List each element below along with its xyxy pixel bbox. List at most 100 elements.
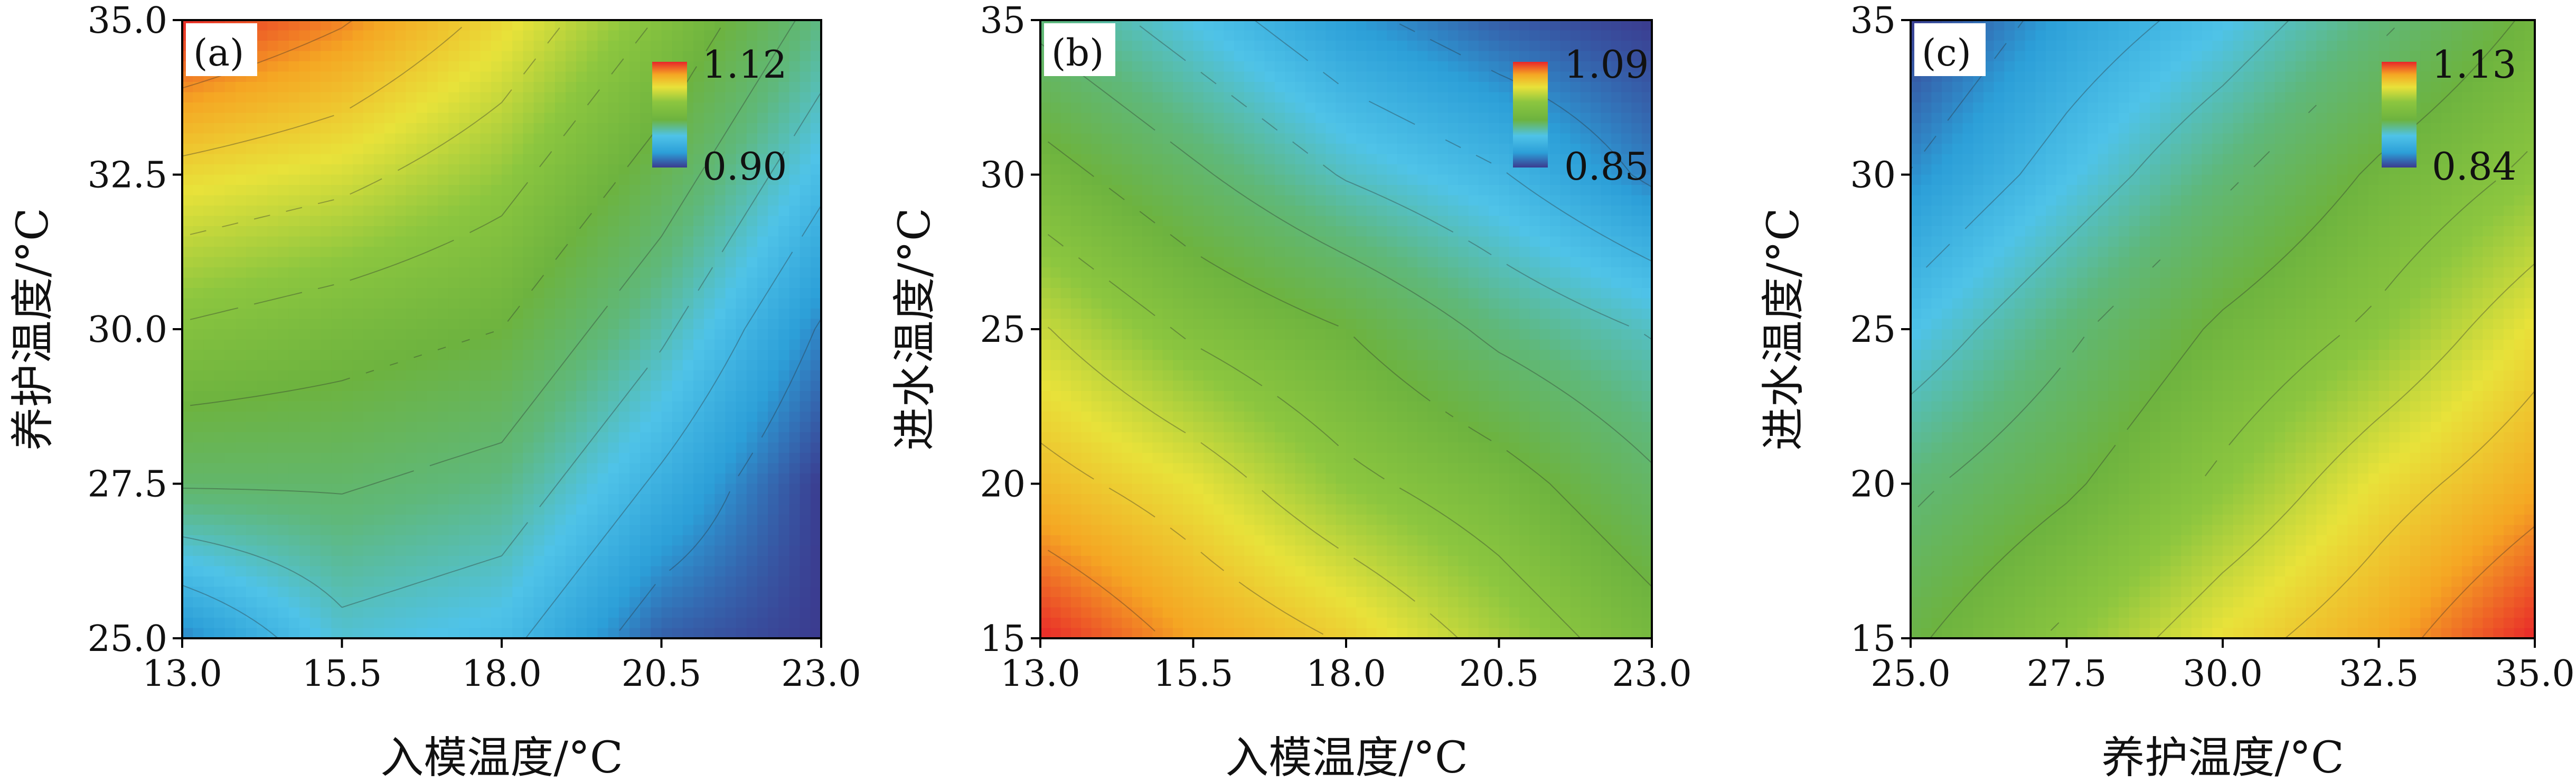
heatmap-cell (374, 20, 385, 31)
heatmap-cell (384, 82, 396, 93)
heatmap-cell (352, 504, 364, 515)
heatmap-cell (1601, 61, 1612, 72)
heatmap-cell (597, 71, 609, 82)
heatmap-cell (1387, 206, 1398, 217)
heatmap-cell (342, 309, 353, 320)
heatmap-cell (331, 113, 343, 124)
heatmap-cell (246, 350, 257, 361)
heatmap-cell (544, 185, 556, 196)
heatmap-cell (203, 350, 215, 361)
heatmap-cell (1040, 164, 1051, 175)
heatmap-cell (608, 288, 619, 299)
heatmap-cell (810, 288, 822, 299)
heatmap-cell (1122, 247, 1133, 258)
heatmap-cell (182, 597, 193, 608)
heatmap-cell (1315, 41, 1327, 52)
heatmap-cell (459, 298, 471, 309)
heatmap-cell (1448, 82, 1459, 93)
heatmap-cell (1193, 133, 1204, 144)
heatmap-cell (342, 20, 353, 31)
heatmap-cell (502, 504, 513, 515)
heatmap-cell (714, 133, 726, 144)
heatmap-cell (321, 380, 332, 392)
heatmap-cell (310, 195, 321, 206)
heatmap-cell (576, 144, 588, 155)
heatmap-cell (725, 628, 737, 639)
heatmap-cell (406, 628, 417, 639)
heatmap-cell (1285, 216, 1296, 227)
heatmap-cell (1214, 30, 1225, 41)
heatmap-cell (224, 422, 236, 433)
heatmap-cell (1621, 195, 1632, 206)
heatmap-cell (1112, 144, 1123, 155)
heatmap-cell (352, 432, 364, 443)
heatmap-cell (800, 442, 811, 453)
heatmap-cell (768, 453, 779, 464)
heatmap-cell (1295, 133, 1306, 144)
heatmap-cell (768, 597, 779, 608)
heatmap-cell (1499, 113, 1510, 124)
heatmap-cell (810, 422, 822, 433)
heatmap-cell (1478, 123, 1489, 134)
heatmap-cell (459, 82, 471, 93)
heatmap-cell (1122, 185, 1133, 196)
heatmap-cell (661, 350, 673, 361)
heatmap-cell (246, 195, 257, 206)
heatmap-cell (1407, 123, 1418, 134)
heatmap-cell (374, 401, 385, 412)
heatmap-cell (363, 545, 374, 556)
heatmap-cell (395, 545, 407, 556)
heatmap-cell (778, 133, 790, 144)
heatmap-cell (1162, 20, 1173, 31)
heatmap-cell (629, 391, 641, 402)
heatmap-cell (459, 185, 471, 196)
heatmap-cell (374, 576, 385, 588)
heatmap-cell (342, 597, 353, 608)
heatmap-cell (1417, 41, 1428, 52)
heatmap-cell (459, 453, 471, 464)
heatmap-cell (1285, 236, 1296, 247)
heatmap-cell (587, 370, 598, 381)
heatmap-cell (1183, 226, 1194, 237)
heatmap-cell (203, 483, 215, 495)
heatmap-cell (640, 494, 652, 505)
heatmap-cell (768, 566, 779, 577)
heatmap-cell (363, 30, 374, 41)
heatmap-cell (374, 319, 385, 330)
heatmap-cell (384, 216, 396, 227)
heatmap-cell (1478, 206, 1489, 217)
heatmap-cell (193, 525, 204, 536)
heatmap-cell (1407, 82, 1418, 93)
heatmap-cell (257, 525, 268, 536)
heatmap-cell (214, 298, 225, 309)
heatmap-cell (288, 360, 300, 371)
heatmap-cell (554, 92, 566, 103)
heatmap-cell (566, 298, 577, 309)
heatmap-cell (331, 30, 343, 41)
heatmap-cell (459, 525, 471, 536)
heatmap-cell (597, 597, 609, 608)
heatmap-cell (257, 257, 268, 268)
heatmap-cell (523, 618, 534, 629)
heatmap-cell (1183, 71, 1194, 82)
heatmap-cell (757, 123, 768, 134)
heatmap-cell (203, 515, 215, 526)
heatmap-cell (1550, 51, 1561, 62)
heatmap-cell (459, 329, 471, 340)
heatmap-cell (725, 463, 737, 474)
heatmap-cell (1489, 236, 1500, 247)
heatmap-cell (1468, 164, 1479, 175)
heatmap-cell (374, 309, 385, 320)
heatmap-cell (810, 267, 822, 278)
heatmap-cell (810, 586, 822, 598)
heatmap-cell (1478, 51, 1489, 62)
heatmap-cell (267, 412, 279, 423)
heatmap-cell (331, 628, 343, 639)
heatmap-cell (299, 92, 311, 103)
heatmap-cell (1437, 51, 1449, 62)
heatmap-cell (416, 473, 428, 485)
heatmap-cell (448, 607, 460, 618)
heatmap-cell (1172, 154, 1183, 165)
heatmap-cell (374, 288, 385, 299)
heatmap-cell (459, 432, 471, 443)
